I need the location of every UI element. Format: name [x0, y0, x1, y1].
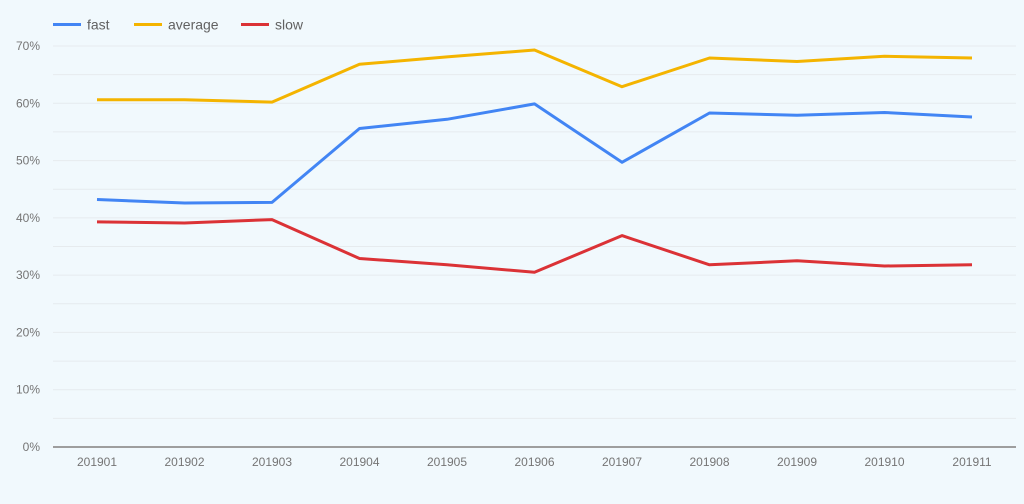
x-tick-label: 201908: [689, 455, 729, 469]
x-tick-label: 201906: [514, 455, 554, 469]
legend-item-fast[interactable]: fast: [53, 17, 110, 33]
x-tick-label: 201904: [339, 455, 379, 469]
x-tick-label: 201903: [252, 455, 292, 469]
y-tick-label: 20%: [16, 325, 40, 339]
x-tick-label: 201901: [77, 455, 117, 469]
legend-item-average[interactable]: average: [134, 17, 219, 33]
y-tick-label: 50%: [16, 154, 40, 168]
legend: fast average slow: [53, 17, 304, 33]
y-tick-label: 0%: [23, 440, 41, 454]
x-tick-label: 201910: [864, 455, 904, 469]
legend-label: fast: [87, 17, 110, 33]
legend-item-slow[interactable]: slow: [241, 17, 304, 33]
series-lines: [96, 48, 973, 274]
legend-label: average: [168, 17, 219, 33]
y-tick-label: 30%: [16, 268, 40, 282]
series-line-average: [97, 48, 973, 104]
series-line-fast: [96, 102, 973, 205]
x-tick-label: 201902: [164, 455, 204, 469]
y-tick-label: 10%: [16, 383, 40, 397]
legend-label: slow: [275, 17, 304, 33]
x-tick-label: 201907: [602, 455, 642, 469]
x-tick-label: 201909: [777, 455, 817, 469]
x-tick-label: 201911: [952, 455, 991, 469]
series-line-slow: [96, 218, 973, 274]
x-axis-ticks: 201901 201902 201903 201904 201905 201906 2019…: [77, 455, 992, 469]
x-tick-label: 201905: [427, 455, 467, 469]
y-tick-label: 40%: [16, 211, 40, 225]
y-axis-ticks: 0% 10% 20% 30% 40% 50% 60% 70%: [16, 39, 40, 454]
y-tick-label: 60%: [16, 96, 40, 110]
gridlines: [53, 45, 1016, 419]
y-tick-label: 70%: [16, 39, 40, 53]
